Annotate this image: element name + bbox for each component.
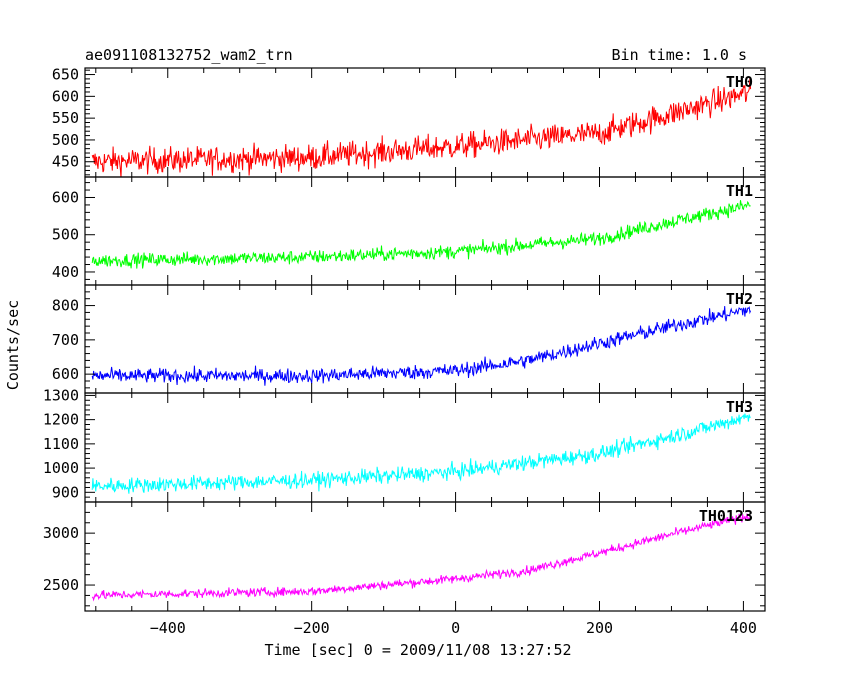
- panel-frame: [84, 392, 766, 503]
- y-axis-label: Counts/sec: [4, 300, 22, 390]
- panel-th3: 900 1000 1100 1200 1300 TH3: [43, 386, 766, 503]
- y-tick-label: 2500: [43, 576, 79, 594]
- panel-th0: 450 500 550 600 650 TH0: [52, 66, 766, 178]
- x-tick-label: −200: [294, 619, 330, 637]
- y-tick-label: 900: [52, 483, 79, 501]
- y-tick-label: 1100: [43, 435, 79, 453]
- panel-name-label: TH1: [726, 182, 753, 200]
- y-tick-label: 1000: [43, 459, 79, 477]
- y-tick-label: 650: [52, 66, 79, 84]
- series-th0123: [91, 513, 752, 602]
- y-tick-label: 1200: [43, 411, 79, 429]
- y-tick-label: 1300: [43, 386, 79, 404]
- x-tick-label: −400: [150, 619, 186, 637]
- series-th1: [91, 200, 751, 269]
- x-tick-label: 400: [730, 619, 757, 637]
- series-th3: [91, 413, 751, 494]
- panel-frame: [84, 501, 766, 612]
- y-tick-label: 600: [52, 188, 79, 206]
- series-th0: [91, 77, 752, 177]
- x-axis-label: Time [sec] 0 = 2009/11/08 13:27:52: [264, 641, 571, 659]
- panel-name-label: TH0123: [699, 507, 753, 525]
- panel-th2: 600 700 800 TH2: [52, 284, 766, 394]
- y-tick-label: 550: [52, 109, 79, 127]
- y-tick-label: 800: [52, 297, 79, 315]
- panel-th1: 400 500 600 TH1: [52, 176, 766, 286]
- y-tick-label: 700: [52, 331, 79, 349]
- panel-name-label: TH3: [726, 398, 753, 416]
- y-tick-label: 500: [52, 226, 79, 244]
- panel-name-label: TH2: [726, 290, 753, 308]
- panel-th0123: 2500 3000 TH0123: [43, 501, 766, 612]
- y-tick-label: 600: [52, 87, 79, 105]
- panels-group: 450 500 550 600 650 TH0 400 500 600 TH1 600 700 800 T…: [43, 66, 766, 612]
- chart-title: ae091108132752_wam2_trn: [85, 46, 293, 64]
- y-tick-label: 3000: [43, 524, 79, 542]
- y-tick-label: 600: [52, 365, 79, 383]
- y-tick-label: 500: [52, 131, 79, 149]
- series-th2: [91, 306, 752, 386]
- x-tick-label: 0: [451, 619, 460, 637]
- x-axis: −400 −200 0 200 400: [150, 619, 757, 637]
- x-tick-label: 200: [586, 619, 613, 637]
- y-tick-label: 450: [52, 153, 79, 171]
- y-tick-label: 400: [52, 263, 79, 281]
- bin-time-label: Bin time: 1.0 s: [612, 46, 747, 64]
- panel-frame: [84, 176, 766, 286]
- panel-name-label: TH0: [726, 73, 753, 91]
